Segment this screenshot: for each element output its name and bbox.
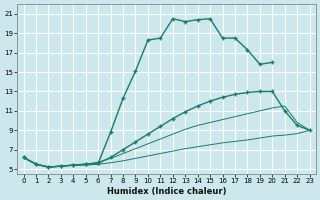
- X-axis label: Humidex (Indice chaleur): Humidex (Indice chaleur): [107, 187, 226, 196]
